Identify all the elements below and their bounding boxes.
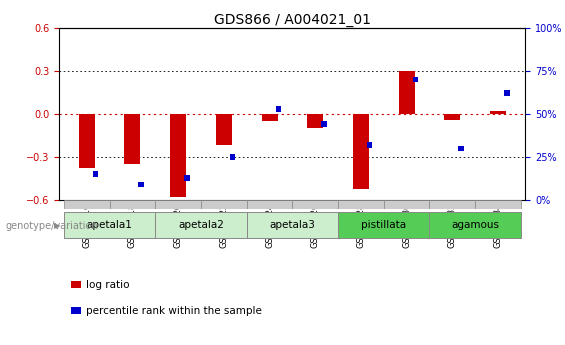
Bar (93, 171, 98, 177)
Bar (138, 182, 144, 187)
FancyBboxPatch shape (384, 200, 429, 209)
Bar (230, 154, 236, 160)
Text: apetala2: apetala2 (178, 220, 224, 230)
Bar (276, 106, 281, 111)
Bar (170, 114, 186, 197)
FancyBboxPatch shape (155, 200, 201, 209)
FancyBboxPatch shape (110, 200, 155, 209)
Bar (458, 146, 464, 151)
Text: apetala1: apetala1 (86, 220, 133, 230)
FancyBboxPatch shape (475, 200, 521, 209)
FancyBboxPatch shape (338, 200, 384, 209)
Bar (262, 114, 277, 121)
Bar (216, 114, 232, 146)
Title: GDS866 / A004021_01: GDS866 / A004021_01 (214, 12, 371, 27)
Bar (504, 90, 510, 96)
Bar (353, 114, 369, 189)
Text: agamous: agamous (451, 220, 499, 230)
FancyBboxPatch shape (293, 200, 338, 209)
Bar (399, 71, 415, 114)
FancyBboxPatch shape (247, 212, 338, 238)
Bar (307, 114, 323, 128)
Bar (490, 111, 506, 114)
Bar (184, 175, 190, 180)
Text: apetala3: apetala3 (270, 220, 315, 230)
FancyBboxPatch shape (429, 212, 521, 238)
FancyBboxPatch shape (155, 212, 247, 238)
Bar (367, 142, 372, 148)
Text: genotype/variation: genotype/variation (6, 221, 98, 231)
Bar (124, 114, 141, 164)
FancyBboxPatch shape (201, 200, 247, 209)
FancyBboxPatch shape (64, 200, 110, 209)
Text: percentile rank within the sample: percentile rank within the sample (86, 306, 262, 315)
Text: ▶: ▶ (54, 221, 60, 230)
FancyBboxPatch shape (247, 200, 293, 209)
FancyBboxPatch shape (64, 212, 155, 238)
Bar (444, 114, 460, 120)
Text: log ratio: log ratio (86, 280, 130, 289)
Bar (79, 114, 95, 168)
Bar (412, 77, 418, 82)
FancyBboxPatch shape (338, 212, 429, 238)
Text: pistillata: pistillata (361, 220, 406, 230)
FancyBboxPatch shape (429, 200, 475, 209)
Bar (321, 121, 327, 127)
